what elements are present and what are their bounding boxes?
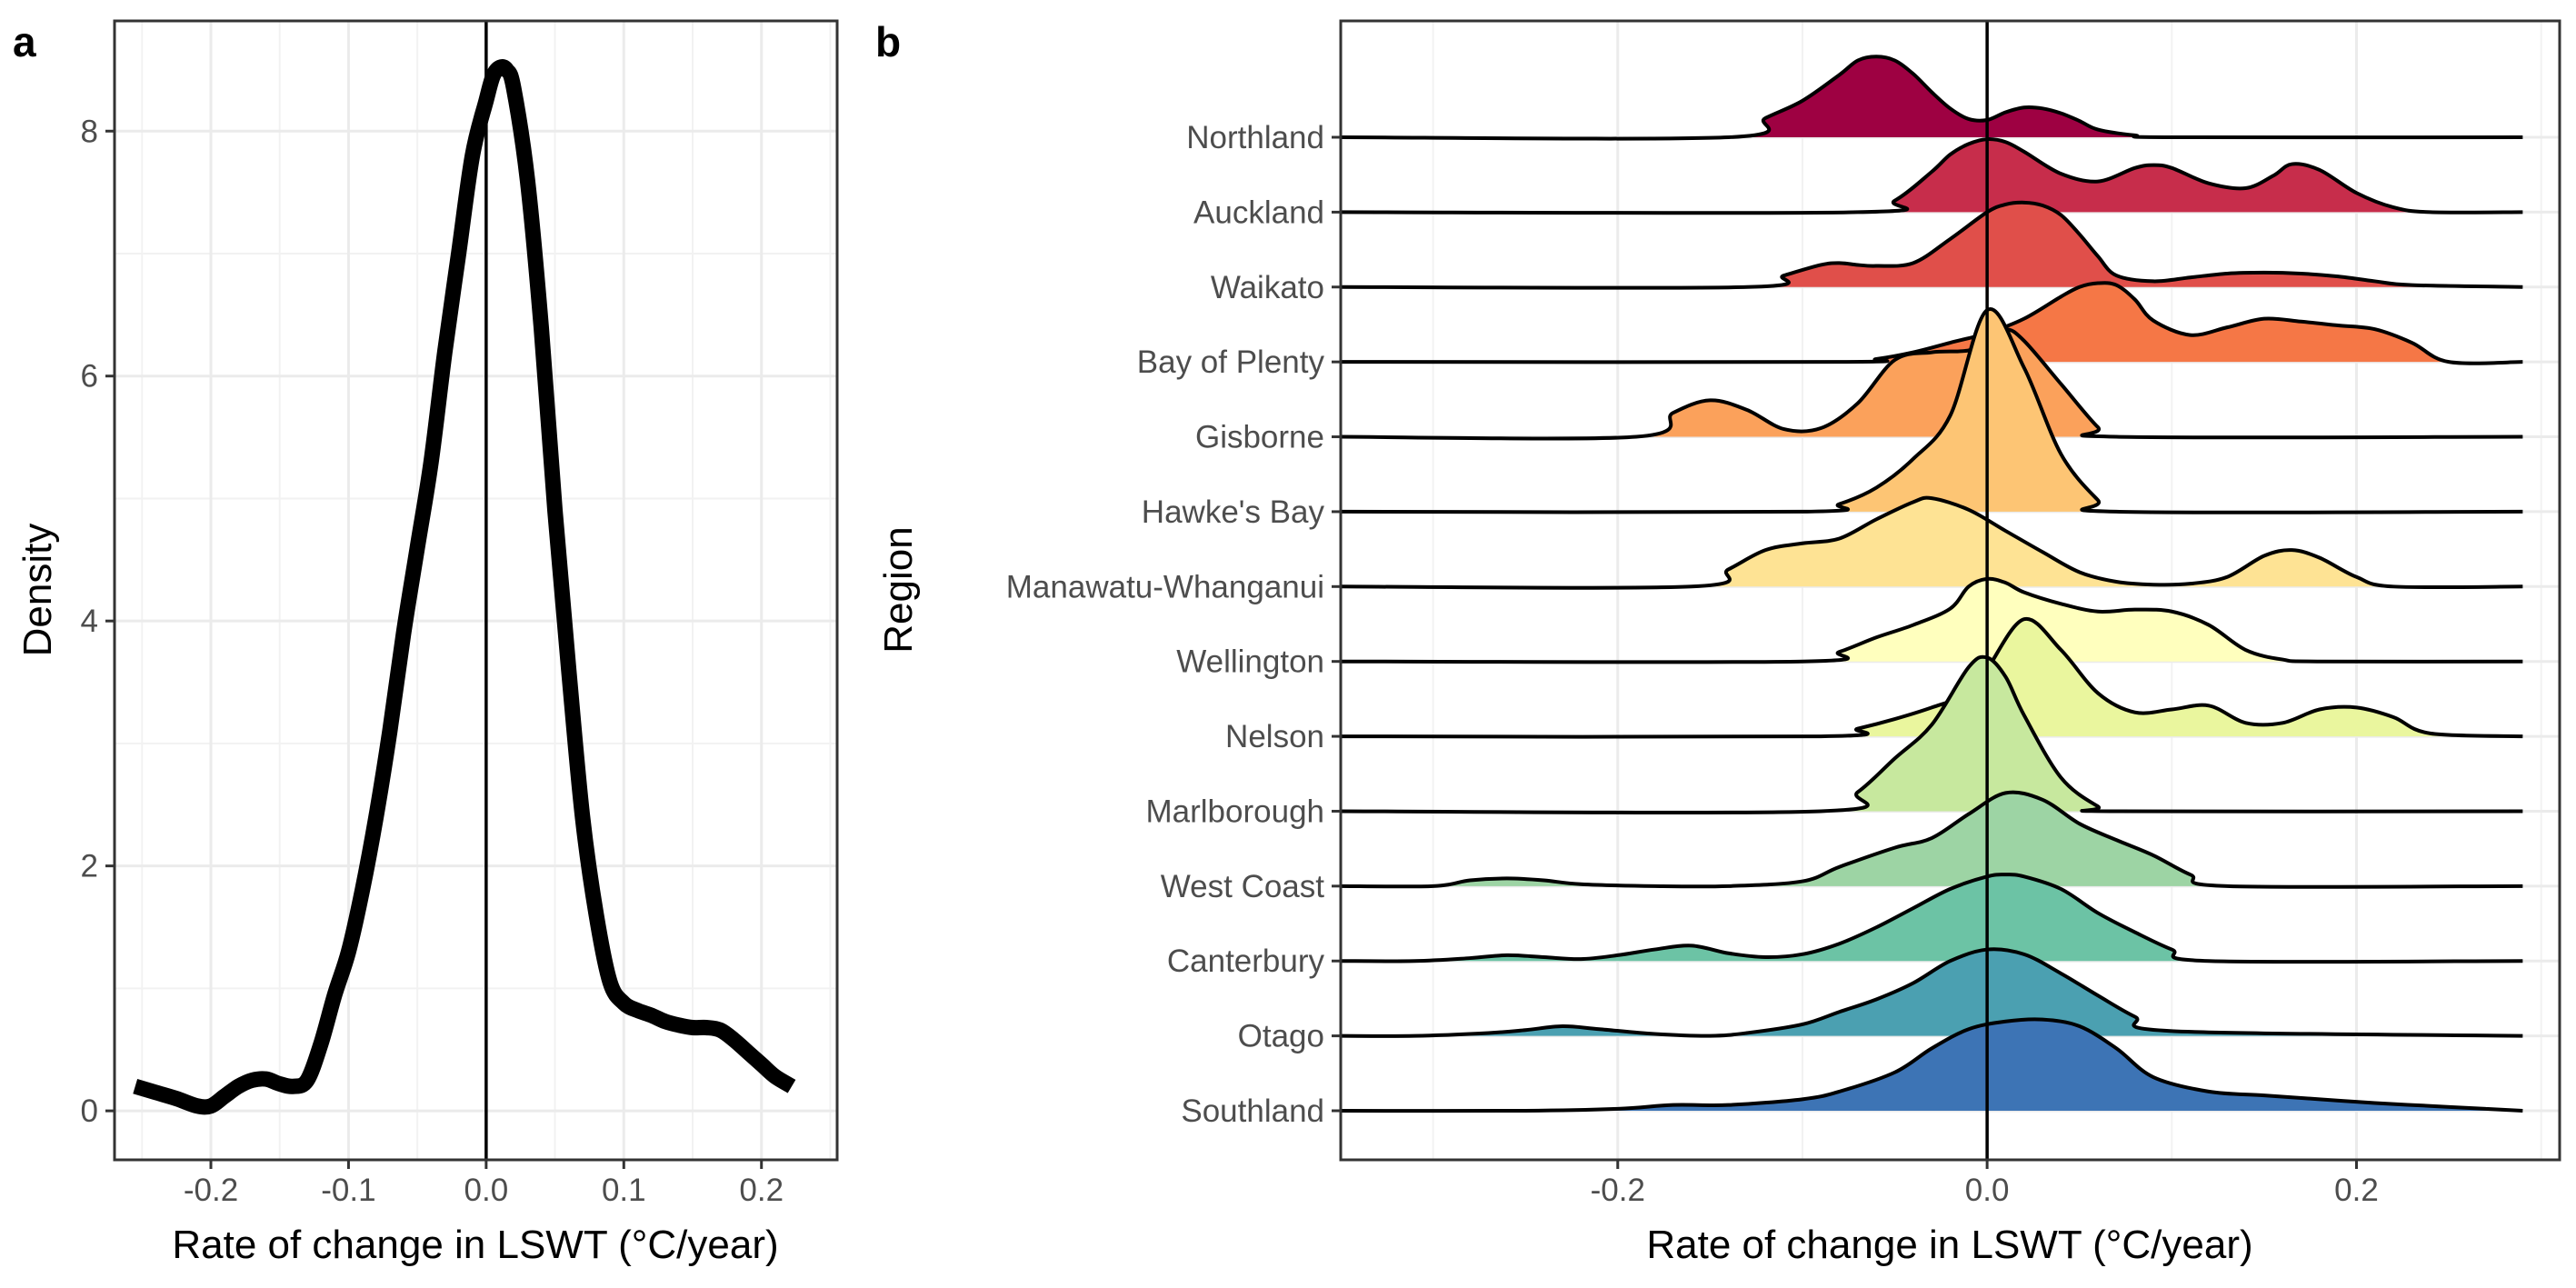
panel-b-x-tick-label: -0.2 xyxy=(1591,1173,1645,1208)
panel-b-x-axis-title: Rate of change in LSWT (°C/year) xyxy=(1646,1223,2252,1267)
ridge-outline xyxy=(1340,790,2523,889)
ridge-waikato xyxy=(1340,200,2523,290)
region-label: Marlborough xyxy=(1146,794,1325,829)
panel-a-background xyxy=(115,21,837,1160)
ridge-outline xyxy=(1340,307,2523,514)
panel-b-label: b xyxy=(875,18,901,65)
ridge-outline xyxy=(1340,576,2523,664)
ridge-hawke-s-bay xyxy=(1340,307,2523,514)
region-label: Hawke's Bay xyxy=(1142,494,1325,530)
ridge-outline xyxy=(1340,947,2523,1038)
ridge-fill xyxy=(1341,1019,2523,1112)
ridge-southland xyxy=(1340,1017,2523,1113)
panel-b-border xyxy=(1339,19,2561,1162)
panel-a-x-tick-label: 0.1 xyxy=(602,1173,646,1208)
region-label: Southland xyxy=(1181,1093,1324,1129)
ridge-west-coast xyxy=(1340,790,2523,889)
ridge-outline xyxy=(1340,55,2523,141)
panel-a-y-tick-label: 4 xyxy=(81,604,98,639)
ridge-fill xyxy=(1341,283,2523,364)
panel-a-x-tick-label: 0.0 xyxy=(464,1173,509,1208)
ridge-otago xyxy=(1340,947,2523,1038)
ridge-fill xyxy=(1341,656,2523,814)
panel-a-x-axis-title: Rate of change in LSWT (°C/year) xyxy=(172,1223,778,1267)
region-label: Canterbury xyxy=(1167,944,1325,979)
ridge-outline xyxy=(1340,200,2523,290)
panel-b-region-labels: Northland Auckland Waikato Bay of Plenty Gis… xyxy=(1006,120,1341,1129)
region-label: Wellington xyxy=(1176,644,1324,680)
region-label: Nelson xyxy=(1225,719,1324,754)
ridge-fill xyxy=(1341,202,2523,288)
panel-a-density-plot: -0.2 -0.1 0.0 0.1 0.2 0 2 4 6 8 a Rate of change… xyxy=(13,18,839,1267)
ridge-gisborne xyxy=(1340,327,2523,441)
panel-a-border xyxy=(113,19,839,1162)
ridge-outline xyxy=(1340,495,2523,590)
panel-a-plot-area xyxy=(133,21,796,1160)
ridge-fill xyxy=(1341,949,2523,1036)
ridge-fill xyxy=(1341,578,2523,663)
ridge-nelson xyxy=(1340,617,2523,739)
region-label: Northland xyxy=(1186,120,1324,155)
ridge-fill xyxy=(1341,309,2523,513)
ridge-auckland xyxy=(1340,137,2523,215)
ridge-canterbury xyxy=(1340,873,2523,964)
panel-b-x-ticks: -0.2 0.0 0.2 xyxy=(1591,1160,2379,1208)
region-label: Otago xyxy=(1238,1019,1324,1054)
region-label: Manawatu-Whanganui xyxy=(1006,569,1324,604)
ridge-wellington xyxy=(1340,576,2523,664)
ridge-outline xyxy=(1340,1017,2523,1113)
ridge-fill xyxy=(1341,56,2523,139)
panel-b-ridgeline-plot: -0.2 0.0 0.2 Northland Auckland Waikato Bay o… xyxy=(875,18,2561,1267)
ridge-fill xyxy=(1341,874,2523,963)
panel-a-y-tick-label: 0 xyxy=(81,1093,98,1129)
panel-a-gridlines xyxy=(115,21,837,1160)
panel-a-y-tick-label: 8 xyxy=(81,114,98,149)
panel-a-y-axis-title: Density xyxy=(15,524,60,657)
panel-a-y-ticks: 0 2 4 6 8 xyxy=(81,114,115,1129)
ridge-outline xyxy=(1340,281,2523,365)
panel-a-x-tick-label: -0.1 xyxy=(321,1173,375,1208)
region-label: Waikato xyxy=(1211,270,1324,305)
ridge-outline xyxy=(1340,137,2523,215)
ridge-manawatu-whanganui xyxy=(1340,495,2523,590)
panel-b-y-axis-title: Region xyxy=(876,526,921,653)
region-label: West Coast xyxy=(1161,869,1325,904)
region-label: Bay of Plenty xyxy=(1137,344,1325,380)
ridge-northland xyxy=(1340,55,2523,141)
panel-a-x-tick-label: -0.2 xyxy=(184,1173,238,1208)
ridge-outline xyxy=(1340,873,2523,964)
panel-a-x-ticks: -0.2 -0.1 0.0 0.1 0.2 xyxy=(184,1160,784,1208)
panel-b-plot-area xyxy=(1340,21,2523,1160)
ridge-outline xyxy=(1340,617,2523,739)
panel-b-x-tick-label: 0.2 xyxy=(2334,1173,2379,1208)
panel-a-label: a xyxy=(13,18,36,65)
panel-a-x-tick-label: 0.2 xyxy=(739,1173,784,1208)
ridge-outline xyxy=(1340,327,2523,441)
panel-a-y-tick-label: 6 xyxy=(81,359,98,394)
panel-b-x-tick-label: 0.0 xyxy=(1965,1173,2010,1208)
ridge-fill xyxy=(1341,139,2523,214)
region-label: Auckland xyxy=(1193,195,1324,230)
ridge-fill xyxy=(1341,497,2523,588)
panel-a-density-curve xyxy=(133,59,796,1115)
panel-a-y-tick-label: 2 xyxy=(81,849,98,884)
region-label: Gisborne xyxy=(1195,420,1324,455)
ridge-fill xyxy=(1341,329,2523,439)
ridge-bay-of-plenty xyxy=(1340,281,2523,365)
